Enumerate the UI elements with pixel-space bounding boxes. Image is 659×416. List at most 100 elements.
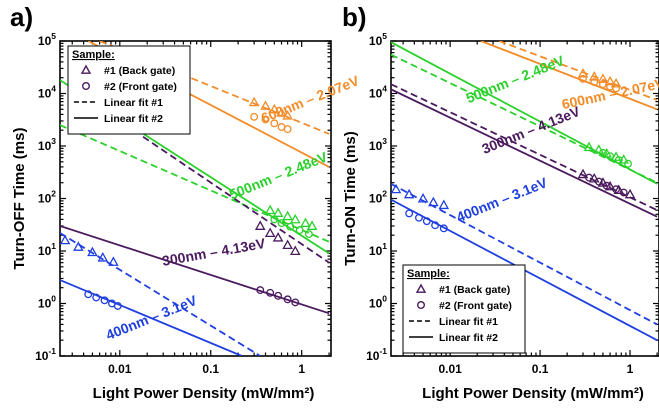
back-gate-point xyxy=(87,246,98,257)
y-axis-title: Turn-OFF Time (ms) xyxy=(11,128,28,270)
back-gate-point xyxy=(289,245,301,256)
back-gate-point xyxy=(610,77,622,88)
y-tick-exponent: -1 xyxy=(379,346,387,356)
front-gate-point xyxy=(415,213,423,222)
x-tick-label: 0.1 xyxy=(532,362,549,376)
back-gate-point xyxy=(391,183,402,194)
y-tick-exponent: 0 xyxy=(51,294,56,304)
back-gate-point xyxy=(269,103,280,114)
y-tick-label: 102 xyxy=(38,189,56,206)
back-gate-point xyxy=(264,204,276,215)
linear-fit-1-line xyxy=(391,53,658,184)
y-tick-label: 101 xyxy=(369,241,387,258)
linear-fit-1-line xyxy=(498,41,658,101)
front-gate-point xyxy=(274,291,283,300)
y-tick-base: 10 xyxy=(369,87,383,101)
back-gate-point xyxy=(282,239,293,250)
front-gate-point xyxy=(266,288,275,297)
front-gate-point xyxy=(602,181,611,190)
y-tick-label: 105 xyxy=(369,31,387,48)
front-gate-point xyxy=(422,217,431,226)
front-gate-point xyxy=(612,185,621,194)
front-gate-point xyxy=(113,301,122,310)
back-gate-point xyxy=(593,144,605,154)
back-gate-point xyxy=(577,68,589,78)
back-gate-point xyxy=(97,252,109,262)
back-gate-point xyxy=(254,220,266,230)
linear-fit-1-line xyxy=(99,41,330,135)
y-tick-base: 10 xyxy=(38,34,52,48)
y-tick-base: 10 xyxy=(369,192,383,206)
legend-title: Sample: xyxy=(72,49,115,61)
front-gate-point xyxy=(585,173,593,182)
y-tick-base: 10 xyxy=(38,192,52,206)
back-gate-point xyxy=(60,234,71,245)
y-tick-exponent: 1 xyxy=(51,241,56,251)
back-gate-point xyxy=(300,217,311,228)
legend: Sample: #1 (Back gate) #2 (Front gate) Line… xyxy=(402,264,526,354)
y-tick-exponent: 2 xyxy=(382,189,387,199)
y-tick-label: 102 xyxy=(369,189,387,206)
legend-entry-label: Linear fit #1 xyxy=(439,316,498,328)
x-tick-label: 1 xyxy=(298,362,305,376)
legend-triangle-icon xyxy=(415,283,427,293)
y-tick-label: 10-1 xyxy=(366,346,387,363)
back-gate-point xyxy=(403,188,415,199)
legend-entry-label: #2 (Front gate) xyxy=(439,300,512,312)
y-tick-exponent: 4 xyxy=(51,84,56,94)
front-gate-point xyxy=(431,221,440,230)
legend-entry-label: #2 (Front gate) xyxy=(104,81,177,93)
y-tick-exponent: 3 xyxy=(51,136,56,146)
y-axis-title: Turn-ON Time (ms) xyxy=(342,131,359,265)
back-gate-point xyxy=(428,196,439,207)
series-label-purple: 300nm – 4.13eV xyxy=(161,235,267,269)
series-green xyxy=(391,41,658,185)
legend-box xyxy=(402,264,526,354)
y-tick-base: 10 xyxy=(366,349,380,363)
legend-entry-label: Linear fit #2 xyxy=(439,332,498,344)
y-tick-base: 10 xyxy=(369,139,383,153)
front-gate-point xyxy=(594,177,603,186)
y-tick-label: 104 xyxy=(38,84,56,101)
y-tick-exponent: 2 xyxy=(51,189,56,199)
y-tick-base: 10 xyxy=(38,244,52,258)
legend-title: Sample: xyxy=(407,268,450,280)
plot-area xyxy=(391,41,658,341)
back-gate-point xyxy=(282,210,293,221)
x-tick-label: 1 xyxy=(627,362,634,376)
y-tick-exponent: 5 xyxy=(382,31,387,41)
y-tick-exponent: 4 xyxy=(382,84,387,94)
panel-label: a) xyxy=(10,2,33,32)
back-gate-point xyxy=(604,180,616,191)
front-gate-point xyxy=(84,290,93,299)
legend-box xyxy=(67,45,191,135)
front-gate-point xyxy=(270,119,279,128)
front-gate-point xyxy=(579,74,587,83)
front-gate-point xyxy=(277,219,286,228)
front-gate-point xyxy=(598,80,607,89)
front-gate-point xyxy=(256,286,265,295)
y-tick-base: 10 xyxy=(369,297,383,311)
legend-entry-label: Linear fit #2 xyxy=(104,113,163,125)
back-gate-point xyxy=(624,188,636,199)
series-purple xyxy=(391,83,658,218)
series-label-blue: 400nm – 3.1eV xyxy=(454,174,550,225)
front-gate-point xyxy=(439,224,448,233)
front-gate-point xyxy=(283,125,292,134)
front-gate-point xyxy=(624,159,632,168)
y-tick-label: 105 xyxy=(38,31,56,48)
legend-circle-icon xyxy=(417,301,426,310)
x-axis-title: Light Power Density (mW/mm²) xyxy=(422,385,644,402)
front-gate-point xyxy=(270,215,279,224)
back-gate-point xyxy=(306,220,318,230)
front-gate-point xyxy=(92,293,101,302)
x-tick-label: 0.01 xyxy=(438,362,462,376)
linear-fit-2-line xyxy=(391,88,658,218)
back-gate-point xyxy=(282,110,293,120)
linear-fit-1-line xyxy=(142,136,330,264)
front-gate-point xyxy=(619,188,628,197)
series-label-orange: 600nm – 2.07eV xyxy=(259,72,362,126)
y-tick-base: 10 xyxy=(38,139,52,153)
linear-fit-1-line xyxy=(60,232,261,356)
